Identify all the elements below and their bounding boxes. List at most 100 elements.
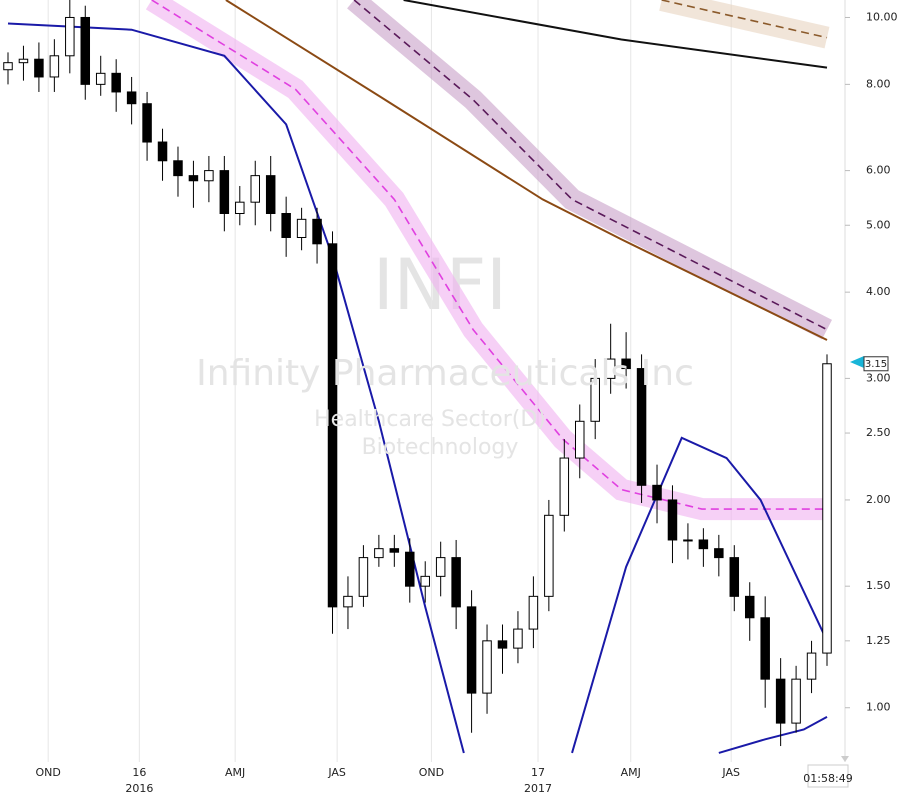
y-tick-label: 6.00 bbox=[866, 164, 891, 177]
overlay-line bbox=[353, 0, 828, 331]
candle bbox=[157, 128, 168, 181]
candle-body bbox=[312, 218, 322, 245]
candle bbox=[435, 541, 446, 597]
x-tick-label: AMJ bbox=[225, 766, 245, 779]
candle-body bbox=[775, 678, 786, 724]
candle-body bbox=[636, 368, 647, 486]
candle bbox=[590, 359, 600, 440]
candle bbox=[636, 354, 647, 503]
y-tick-label: 3.00 bbox=[866, 371, 891, 384]
candle bbox=[327, 231, 338, 634]
candle-body bbox=[451, 557, 461, 608]
candle-body bbox=[80, 16, 91, 85]
x-tick-label: 16 bbox=[132, 766, 146, 779]
candle bbox=[605, 323, 616, 394]
candle-body bbox=[544, 514, 554, 597]
candle-body bbox=[250, 175, 260, 203]
candle-body bbox=[559, 457, 570, 516]
candle bbox=[358, 545, 369, 607]
x-tick-label: OND bbox=[35, 766, 60, 779]
candle bbox=[3, 52, 13, 85]
candle bbox=[126, 76, 137, 125]
candle bbox=[34, 42, 44, 92]
candle bbox=[343, 576, 353, 630]
candle-body bbox=[188, 175, 199, 182]
candle-body bbox=[374, 548, 384, 559]
y-tick-label: 2.50 bbox=[866, 426, 891, 439]
x-tick-label: JAS bbox=[327, 766, 346, 779]
candle bbox=[744, 582, 755, 641]
candle bbox=[714, 534, 724, 577]
candle bbox=[389, 534, 400, 567]
year-label: 2017 bbox=[524, 782, 552, 795]
watermark-sector: Healthcare Sector(D) bbox=[314, 407, 546, 432]
y-tick-label: 2.00 bbox=[866, 493, 891, 506]
candle bbox=[18, 45, 29, 81]
candle bbox=[559, 439, 570, 532]
candle bbox=[497, 624, 508, 674]
overlay-line bbox=[571, 436, 828, 754]
candle-body bbox=[744, 595, 755, 619]
candle bbox=[250, 160, 260, 226]
candle-body bbox=[405, 551, 415, 587]
candle-body bbox=[590, 377, 600, 422]
plot bbox=[3, 0, 833, 762]
candle bbox=[822, 354, 832, 666]
candle-body bbox=[482, 640, 492, 694]
candle-body bbox=[667, 499, 678, 541]
candle-body bbox=[327, 243, 338, 608]
candle-body bbox=[343, 595, 353, 608]
watermark-industry: Biotechnology bbox=[362, 435, 519, 460]
candle-body bbox=[621, 358, 631, 370]
x-tick-label: AMJ bbox=[621, 766, 641, 779]
candle bbox=[173, 146, 183, 197]
candle bbox=[652, 464, 662, 524]
candle-body bbox=[34, 58, 44, 78]
candle-body bbox=[652, 484, 662, 501]
candle bbox=[698, 528, 709, 567]
candle bbox=[405, 538, 415, 603]
candle-body bbox=[126, 91, 137, 105]
y-tick-label: 8.00 bbox=[866, 77, 891, 90]
candle-body bbox=[435, 557, 446, 577]
candle-body bbox=[204, 170, 214, 182]
candle bbox=[513, 611, 523, 664]
candle-body bbox=[281, 213, 291, 238]
candle-body bbox=[760, 617, 770, 680]
candle bbox=[760, 596, 770, 708]
candle-body bbox=[219, 170, 230, 215]
y-tick-label: 10.00 bbox=[866, 10, 897, 23]
candle bbox=[95, 55, 106, 96]
candle bbox=[451, 539, 461, 630]
scroll-icon[interactable] bbox=[841, 756, 849, 762]
candle bbox=[265, 155, 276, 232]
candle-body bbox=[683, 539, 693, 542]
last-price-label: 3.15 bbox=[865, 359, 887, 370]
clock: 01:58:49 bbox=[803, 772, 852, 785]
y-tick-label: 1.50 bbox=[866, 579, 891, 592]
candle-body bbox=[729, 557, 740, 597]
candle-body bbox=[142, 103, 152, 143]
candle-body bbox=[714, 548, 724, 559]
candle-body bbox=[3, 62, 13, 71]
candle bbox=[296, 207, 307, 251]
clock-box bbox=[807, 764, 849, 788]
candle bbox=[235, 185, 245, 226]
candle-body bbox=[235, 201, 245, 215]
candle-body bbox=[358, 557, 369, 597]
x-tick-label: OND bbox=[419, 766, 444, 779]
candle-body bbox=[822, 363, 832, 654]
candle-body bbox=[95, 72, 106, 85]
candle bbox=[204, 155, 214, 203]
candle-body bbox=[296, 218, 307, 238]
candle bbox=[544, 499, 554, 612]
y-tick-label: 1.25 bbox=[866, 634, 891, 647]
overlay-line bbox=[718, 715, 828, 754]
candle bbox=[775, 658, 786, 747]
watermark-company: Infinity Pharmaceuticals Inc bbox=[196, 353, 694, 394]
candle-body bbox=[513, 628, 523, 649]
candle bbox=[65, 0, 75, 74]
candle bbox=[219, 155, 230, 232]
overlay-line bbox=[403, 0, 828, 69]
